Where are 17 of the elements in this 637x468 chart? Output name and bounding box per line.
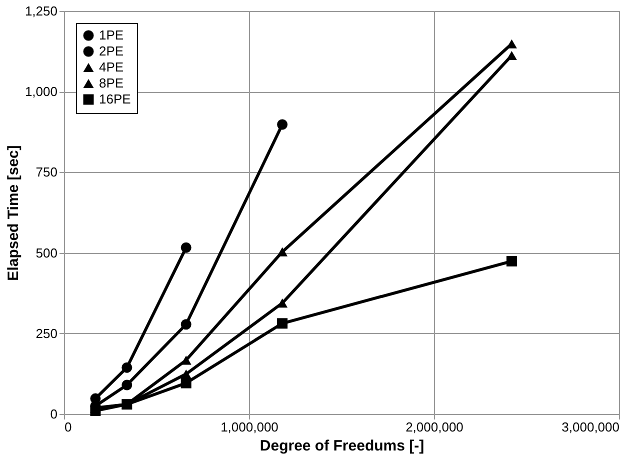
y-tick-label: 0 (50, 406, 58, 422)
legend-label: 8PE (99, 76, 124, 90)
y-tick-label: 500 (36, 245, 58, 260)
y-tick-label: 750 (36, 164, 58, 180)
x-tick-label: 3,000,000 (562, 420, 620, 434)
y-axis-title: Elapsed Time [sec] (4, 145, 22, 281)
x-tick-label: 1,000,000 (220, 420, 278, 434)
legend-label: 4PE (99, 60, 124, 74)
x-tick-label: 2,000,000 (406, 420, 464, 434)
legend-label: 1PE (99, 28, 124, 42)
x-axis-title: Degree of Freedums [-] (260, 438, 424, 454)
y-tick-label: 1,000 (24, 84, 58, 100)
x-tick-label: 0 (64, 420, 72, 434)
legend-label: 2PE (99, 44, 124, 58)
legend-label: 16PE (99, 92, 132, 106)
y-tick-label: 1,250 (24, 4, 58, 18)
y-tick-label: 250 (36, 326, 58, 341)
